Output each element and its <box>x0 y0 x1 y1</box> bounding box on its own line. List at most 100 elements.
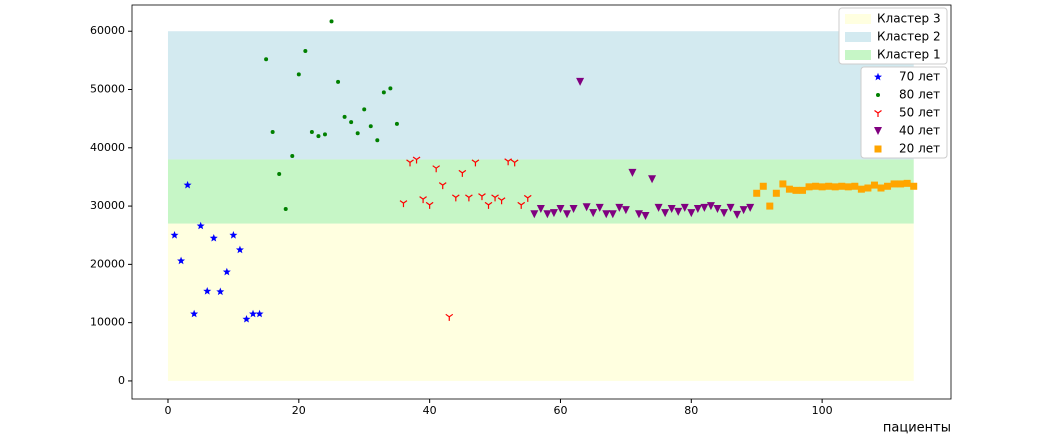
point <box>270 130 275 135</box>
point <box>874 72 882 81</box>
point <box>667 204 676 213</box>
point <box>733 210 742 219</box>
point <box>484 201 493 209</box>
x-tick-label: 20 <box>292 404 306 417</box>
point <box>851 182 859 190</box>
point <box>316 134 321 139</box>
point <box>432 165 441 173</box>
point <box>576 77 585 86</box>
point <box>216 287 225 296</box>
point <box>242 314 251 323</box>
point <box>255 309 264 318</box>
point <box>203 286 212 295</box>
point <box>890 180 898 188</box>
point <box>884 182 892 190</box>
point <box>349 120 354 125</box>
point <box>693 204 702 213</box>
legend-label: Кластер 1 <box>877 48 941 62</box>
point <box>700 203 709 212</box>
point <box>857 185 865 193</box>
point <box>785 185 793 193</box>
point <box>438 182 447 190</box>
y-tick-label: 40000 <box>90 141 125 154</box>
point <box>864 184 872 192</box>
point <box>766 202 774 210</box>
point <box>792 186 800 194</box>
point <box>825 182 833 190</box>
point <box>368 124 373 129</box>
y-tick-label: 20000 <box>90 257 125 270</box>
legend-swatch <box>845 50 871 60</box>
point <box>874 110 882 117</box>
point <box>290 153 295 158</box>
point <box>641 211 650 220</box>
y-tick-label: 0 <box>118 374 125 387</box>
point <box>425 201 434 209</box>
point <box>772 189 780 197</box>
point <box>543 210 552 219</box>
point <box>831 183 839 191</box>
point <box>190 309 199 318</box>
point <box>517 201 526 209</box>
point <box>661 209 670 218</box>
point <box>628 168 637 177</box>
point <box>654 203 663 212</box>
point <box>322 132 327 137</box>
point <box>739 206 748 215</box>
y-tick-label: 60000 <box>90 24 125 37</box>
point <box>530 210 539 219</box>
legend-label: 70 лет <box>899 70 940 84</box>
x-axis-label: пациенты <box>883 421 951 436</box>
point <box>504 158 512 166</box>
cluster-band <box>167 223 914 381</box>
x-tick-label: 60 <box>553 404 567 417</box>
point <box>209 233 218 242</box>
point <box>634 210 643 219</box>
point <box>445 313 454 321</box>
point <box>746 203 755 212</box>
point <box>471 159 480 167</box>
point <box>720 209 729 218</box>
point <box>549 209 558 218</box>
point <box>419 196 427 204</box>
point <box>342 114 347 119</box>
point <box>478 193 486 201</box>
point <box>399 200 408 208</box>
legend-label: Кластер 2 <box>877 30 941 44</box>
point <box>296 72 301 77</box>
point <box>329 19 334 24</box>
x-tick-label: 0 <box>164 404 171 417</box>
point <box>235 245 244 254</box>
y-tick-label: 30000 <box>90 199 125 212</box>
point <box>465 194 473 202</box>
point <box>897 180 905 188</box>
point <box>355 131 360 136</box>
point <box>556 204 565 213</box>
plot-frame <box>131 4 952 400</box>
point <box>602 210 611 219</box>
legend-label: Кластер 3 <box>877 12 941 26</box>
point <box>687 209 696 218</box>
point <box>394 121 399 126</box>
point <box>183 180 192 189</box>
point <box>844 183 852 191</box>
point <box>375 138 380 143</box>
point <box>910 182 918 190</box>
point <box>582 203 591 212</box>
point <box>536 204 545 213</box>
point <box>412 156 421 164</box>
point <box>674 207 683 216</box>
point <box>177 256 186 265</box>
point <box>451 194 460 202</box>
legend-swatch <box>845 32 871 42</box>
point <box>753 189 761 197</box>
point <box>589 209 598 218</box>
point <box>726 203 735 212</box>
point <box>870 181 878 189</box>
point <box>706 202 715 211</box>
point <box>303 49 308 54</box>
point <box>812 182 820 190</box>
point <box>497 197 506 205</box>
point <box>336 79 341 84</box>
